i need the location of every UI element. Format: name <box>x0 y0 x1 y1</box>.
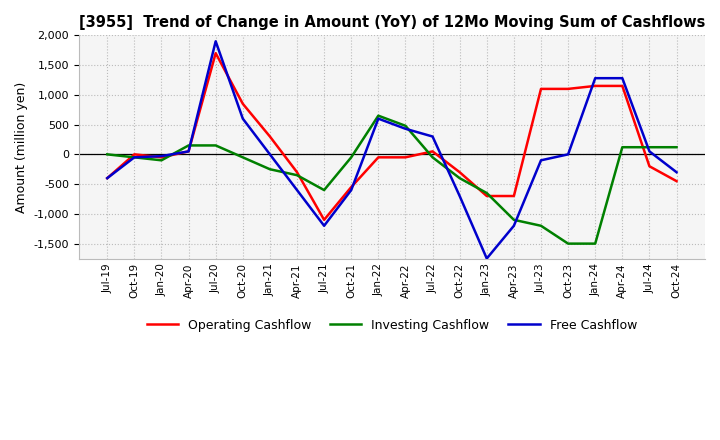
Operating Cashflow <box>374 155 382 160</box>
Investing Cashflow <box>510 217 518 223</box>
Free Cashflow <box>428 134 437 139</box>
Operating Cashflow <box>320 217 328 223</box>
Line: Free Cashflow: Free Cashflow <box>107 41 677 259</box>
Y-axis label: Amount (million yen): Amount (million yen) <box>15 81 28 213</box>
Operating Cashflow <box>184 149 193 154</box>
Operating Cashflow <box>510 193 518 198</box>
Free Cashflow <box>266 152 274 157</box>
Investing Cashflow <box>672 145 681 150</box>
Investing Cashflow <box>482 191 491 196</box>
Investing Cashflow <box>130 155 139 160</box>
Operating Cashflow <box>347 184 356 190</box>
Investing Cashflow <box>103 152 112 157</box>
Operating Cashflow <box>618 83 626 88</box>
Investing Cashflow <box>645 145 654 150</box>
Operating Cashflow <box>482 193 491 198</box>
Operating Cashflow <box>591 83 600 88</box>
Investing Cashflow <box>374 113 382 118</box>
Title: [3955]  Trend of Change in Amount (YoY) of 12Mo Moving Sum of Cashflows: [3955] Trend of Change in Amount (YoY) o… <box>78 15 705 30</box>
Free Cashflow <box>455 193 464 198</box>
Free Cashflow <box>401 126 410 132</box>
Operating Cashflow <box>212 51 220 56</box>
Operating Cashflow <box>672 179 681 184</box>
Free Cashflow <box>320 223 328 228</box>
Investing Cashflow <box>293 172 302 178</box>
Investing Cashflow <box>428 155 437 160</box>
Operating Cashflow <box>130 152 139 157</box>
Free Cashflow <box>645 149 654 154</box>
Investing Cashflow <box>238 155 247 160</box>
Operating Cashflow <box>401 155 410 160</box>
Free Cashflow <box>564 152 572 157</box>
Free Cashflow <box>510 223 518 228</box>
Investing Cashflow <box>401 123 410 128</box>
Operating Cashflow <box>428 149 437 154</box>
Legend: Operating Cashflow, Investing Cashflow, Free Cashflow: Operating Cashflow, Investing Cashflow, … <box>142 314 642 337</box>
Free Cashflow <box>591 76 600 81</box>
Free Cashflow <box>157 154 166 159</box>
Operating Cashflow <box>564 86 572 92</box>
Operating Cashflow <box>266 134 274 139</box>
Investing Cashflow <box>212 143 220 148</box>
Free Cashflow <box>130 155 139 160</box>
Investing Cashflow <box>184 143 193 148</box>
Operating Cashflow <box>293 169 302 175</box>
Free Cashflow <box>184 149 193 154</box>
Operating Cashflow <box>103 176 112 181</box>
Free Cashflow <box>212 39 220 44</box>
Free Cashflow <box>293 187 302 193</box>
Free Cashflow <box>618 76 626 81</box>
Free Cashflow <box>103 176 112 181</box>
Operating Cashflow <box>536 86 545 92</box>
Investing Cashflow <box>591 241 600 246</box>
Free Cashflow <box>238 116 247 121</box>
Investing Cashflow <box>320 187 328 193</box>
Line: Investing Cashflow: Investing Cashflow <box>107 116 677 244</box>
Investing Cashflow <box>564 241 572 246</box>
Investing Cashflow <box>347 155 356 160</box>
Free Cashflow <box>536 158 545 163</box>
Operating Cashflow <box>238 101 247 106</box>
Operating Cashflow <box>157 155 166 160</box>
Investing Cashflow <box>455 176 464 181</box>
Operating Cashflow <box>455 169 464 175</box>
Investing Cashflow <box>618 145 626 150</box>
Free Cashflow <box>374 116 382 121</box>
Free Cashflow <box>672 169 681 175</box>
Free Cashflow <box>482 256 491 261</box>
Line: Operating Cashflow: Operating Cashflow <box>107 53 677 220</box>
Investing Cashflow <box>536 223 545 228</box>
Operating Cashflow <box>645 164 654 169</box>
Investing Cashflow <box>157 158 166 163</box>
Free Cashflow <box>347 187 356 193</box>
Investing Cashflow <box>266 167 274 172</box>
